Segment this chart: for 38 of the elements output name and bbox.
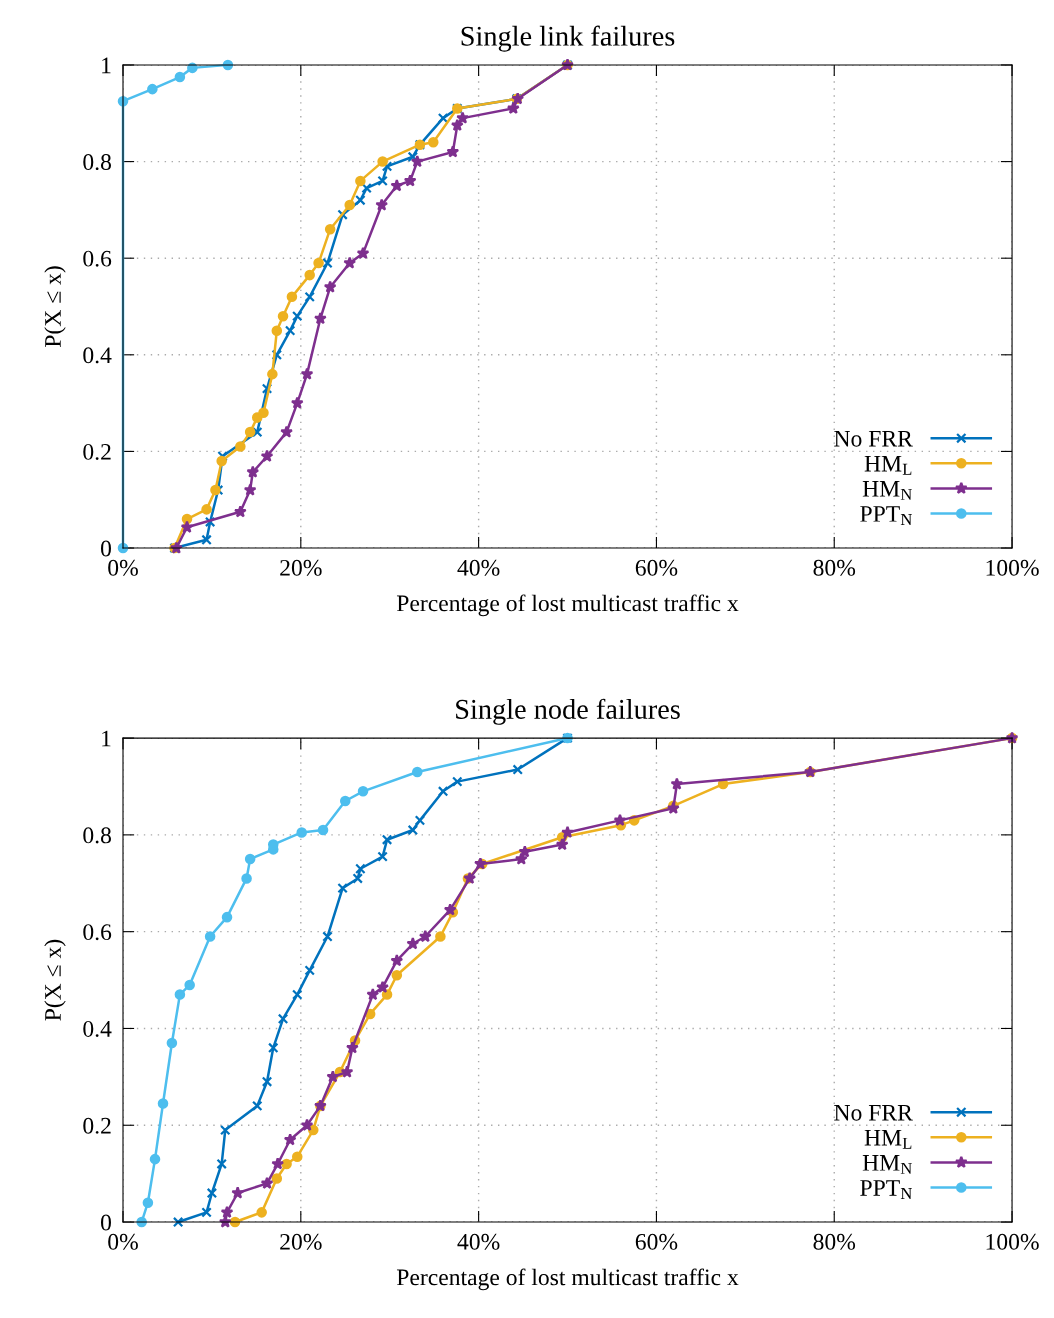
legend-label: HM$_{L}$ xyxy=(864,455,912,475)
x-tick-label: 60% xyxy=(635,1233,678,1250)
legend-label: PPT$_{N}$ xyxy=(860,1180,912,1199)
x-tick-label: 80% xyxy=(813,1233,856,1250)
y-axis-title: P(X ≤ x) xyxy=(44,266,66,348)
legend-label: HM$_{L}$ xyxy=(864,1129,912,1149)
y-tick-label: 1 xyxy=(102,730,111,747)
y-tick-label: 0.6 xyxy=(83,250,112,267)
y-tick-label: 0.8 xyxy=(83,154,111,171)
y-tick-label: 0.4 xyxy=(83,347,112,364)
chart-title: Single link failures xyxy=(461,25,675,52)
x-tick-label: 20% xyxy=(280,559,322,576)
y-tick-label: 0.2 xyxy=(83,443,111,460)
y-tick-label: 0.8 xyxy=(83,827,111,844)
y-tick-label: 0.2 xyxy=(83,1117,111,1134)
x-tick-label: 60% xyxy=(635,559,678,576)
x-axis-title: Percentage of lost multicast traffic x xyxy=(396,1268,739,1291)
x-axis-title: Percentage of lost multicast traffic x xyxy=(396,594,739,617)
legend-label: No FRR xyxy=(834,430,913,447)
x-tick-label: 20% xyxy=(280,1233,322,1250)
x-tick-label: 100% xyxy=(986,1233,1039,1250)
legend-label: No FRR xyxy=(834,1105,913,1121)
x-tick-label: 40% xyxy=(457,559,500,576)
legend-label: HM$_{N}$ xyxy=(862,1155,912,1174)
y-tick-label: 0 xyxy=(100,540,111,557)
x-tick-label: 100% xyxy=(986,559,1039,576)
x-tick-label: 80% xyxy=(813,559,856,576)
legend-label: PPT$_{N}$ xyxy=(860,506,912,525)
y-tick-label: 0.6 xyxy=(83,924,112,941)
y-axis-title: P(X ≤ x) xyxy=(44,939,66,1021)
chart-title: Single node failures xyxy=(456,698,680,725)
y-tick-label: 0 xyxy=(100,1214,111,1231)
y-tick-label: 1 xyxy=(102,57,111,74)
x-tick-label: 0% xyxy=(108,559,138,576)
x-tick-label: 0% xyxy=(108,1233,138,1250)
legend-label: HM$_{N}$ xyxy=(862,481,912,500)
y-tick-label: 0.4 xyxy=(83,1020,112,1037)
x-tick-label: 40% xyxy=(457,1233,500,1250)
